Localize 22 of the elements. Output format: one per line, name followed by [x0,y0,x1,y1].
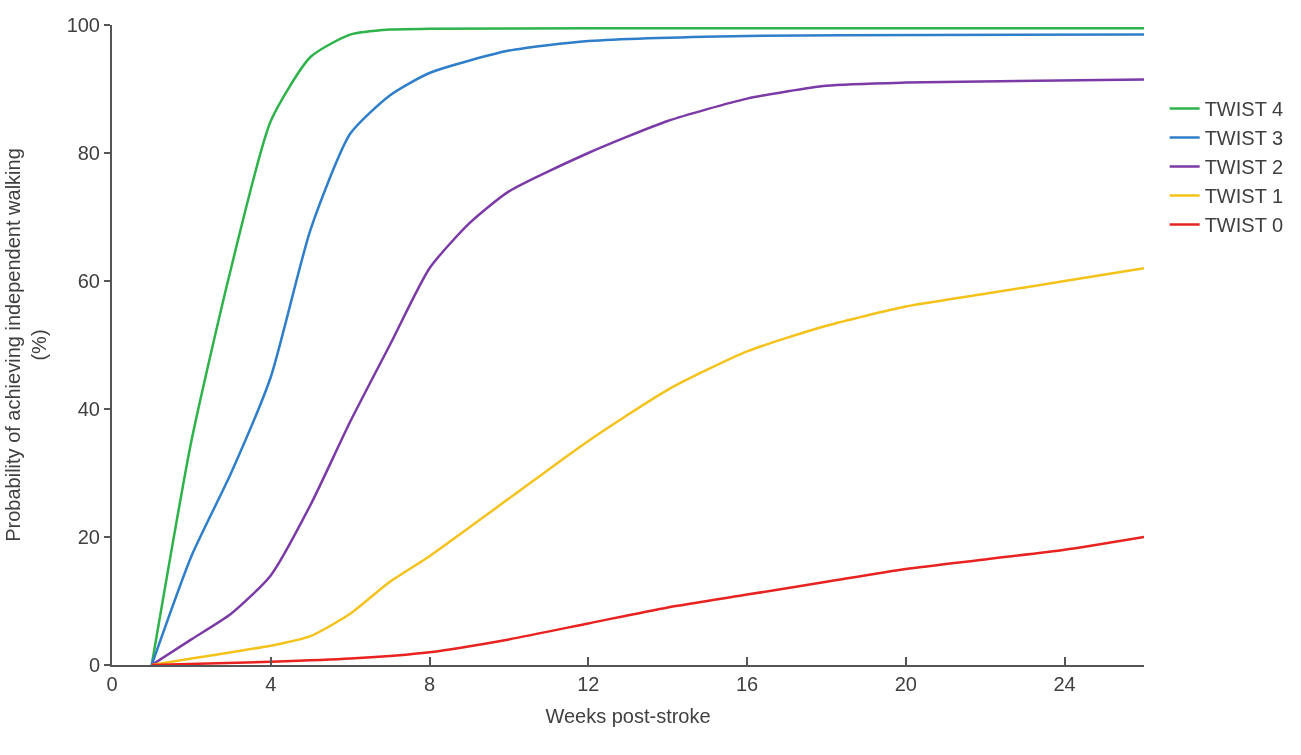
line-series [150,266,1144,665]
y-tick-label: 40 [77,398,100,420]
x-tick-label: 8 [423,673,436,695]
y-tick-label: 80 [77,142,100,164]
y-tick-label: 60 [77,270,100,292]
x-tick-label: 12 [577,673,600,695]
legend-label: TWIST 1 [1204,185,1284,208]
x-tick-label: 24 [1053,673,1076,695]
legend-label: TWIST 4 [1204,98,1284,121]
legend-label: TWIST 3 [1204,127,1284,150]
y-tick-label: 20 [77,526,100,548]
x-tick-label: 4 [265,673,277,695]
line-series [150,535,1144,665]
x-axis-title: Weeks post-stroke [545,705,711,727]
y-tick-label: 0 [88,654,100,676]
legend-label: TWIST 0 [1204,214,1284,237]
y-tick-label: 100 [66,14,100,36]
x-tick-label: 16 [735,673,759,695]
legend-label: TWIST 2 [1204,156,1284,179]
x-tick-label: 0 [106,673,118,695]
x-tick-label: 20 [894,673,917,695]
y-axis-title: Probability of achieving independent walking (%) [1,148,50,542]
